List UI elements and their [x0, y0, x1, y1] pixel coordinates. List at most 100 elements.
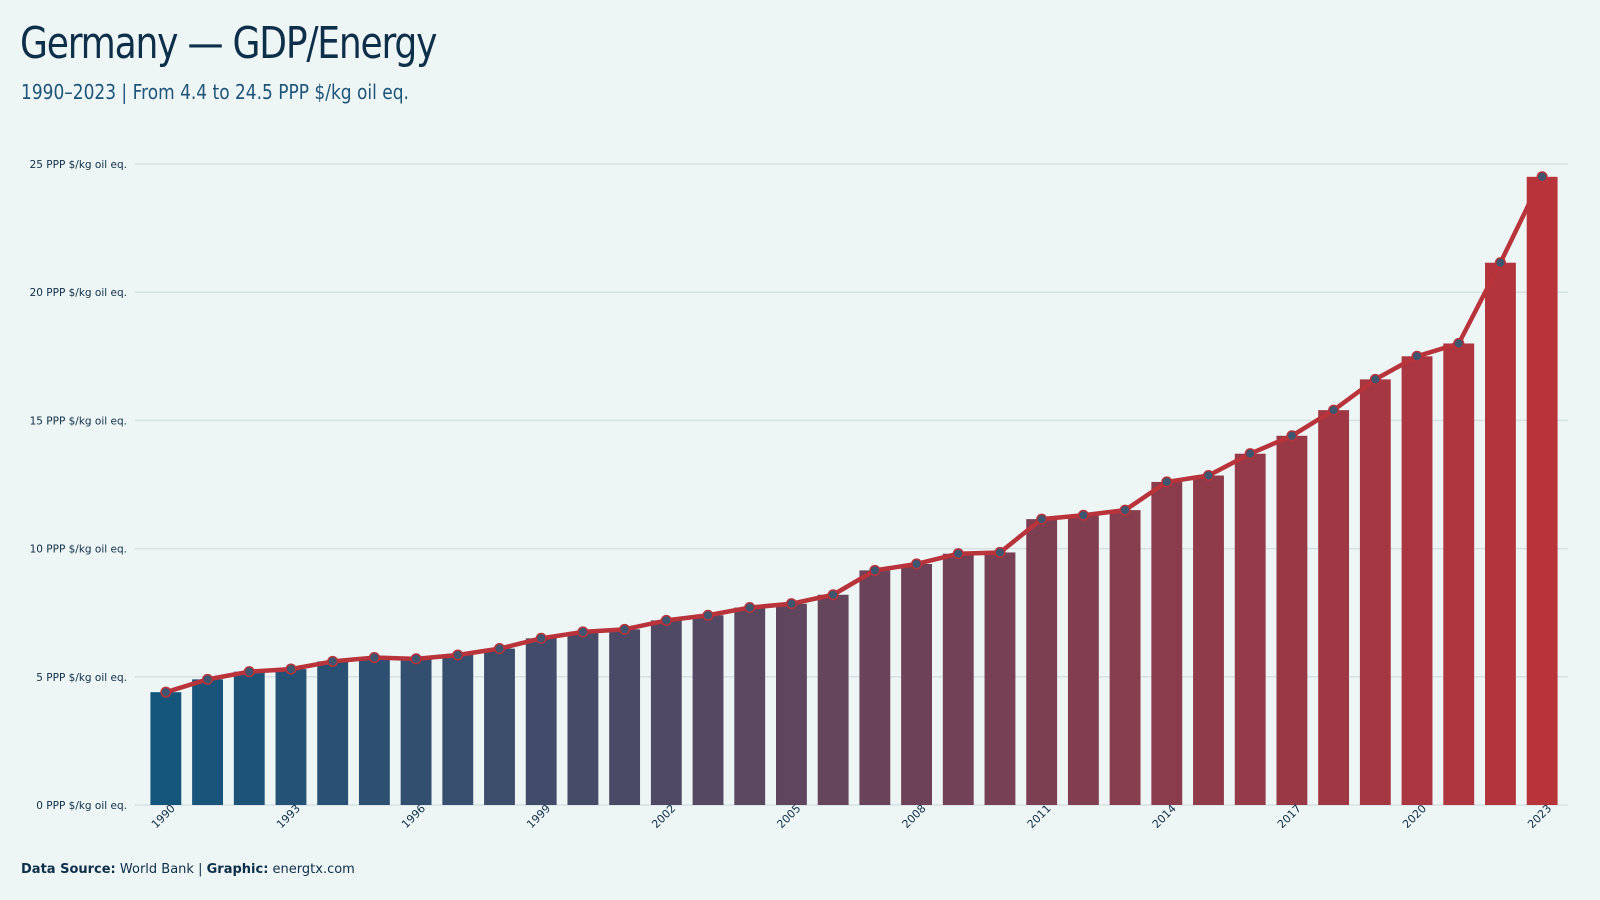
x-tick-label: 1990	[149, 802, 178, 831]
bar-2002	[650, 620, 682, 805]
chart-title: Germany — GDP/Energy	[20, 18, 437, 69]
marker-2004	[744, 602, 756, 614]
marker-2021	[1453, 337, 1465, 350]
bar-2001	[609, 629, 641, 805]
marker-1992	[243, 666, 255, 678]
marker-2005	[785, 598, 797, 610]
marker-2016	[1244, 448, 1256, 460]
bars	[150, 176, 1558, 805]
x-tick-label: 2017	[1275, 802, 1304, 831]
marker-2006	[827, 589, 839, 601]
marker-1999	[535, 632, 547, 644]
marker-2014	[1161, 476, 1173, 488]
marker-1991	[202, 673, 214, 685]
bar-2015	[1193, 475, 1224, 805]
y-tick-label: 5 PPP $/kg oil eq.	[36, 672, 127, 684]
bar-2014	[1151, 481, 1183, 805]
bar-1991	[192, 679, 223, 805]
graphic-value: energtx.com	[272, 862, 355, 877]
footer-separator: |	[198, 862, 203, 877]
marker-2007	[869, 564, 881, 576]
x-tick-label: 2002	[649, 802, 678, 831]
trend-line	[163, 174, 1545, 695]
marker-2013	[1119, 504, 1131, 516]
bar-1996	[400, 658, 432, 805]
bar-2010	[984, 552, 1016, 805]
marker-2009	[952, 548, 964, 560]
marker-2020	[1411, 350, 1423, 362]
marker-2003	[702, 609, 714, 621]
source-value: World Bank	[119, 862, 194, 877]
x-tick-label: 2011	[1025, 802, 1054, 831]
bar-2000	[567, 631, 599, 805]
x-tick-label: 1993	[274, 802, 303, 831]
bar-1990	[150, 692, 182, 805]
bar-1993	[275, 669, 307, 805]
bar-2016	[1234, 453, 1266, 805]
x-tick-label: 2008	[900, 802, 929, 831]
marker-1990	[160, 686, 172, 698]
bar-2020	[1401, 356, 1433, 805]
y-tick-label: 20 PPP $/kg oil eq.	[30, 287, 127, 299]
bar-2017	[1276, 435, 1308, 805]
gridlines	[135, 163, 1568, 806]
bar-2005	[776, 603, 807, 805]
bar-2012	[1067, 515, 1099, 805]
y-tick-label: 0 PPP $/kg oil eq.	[36, 800, 127, 812]
marker-2000	[577, 626, 589, 638]
chart-footer: Data Source: World Bank | Graphic: energ…	[21, 862, 355, 877]
marker-2018	[1328, 404, 1340, 416]
y-tick-label: 15 PPP $/kg oil eq.	[30, 415, 127, 427]
bar-1994	[317, 661, 349, 805]
bar-2013	[1109, 510, 1141, 805]
bar-2018	[1318, 410, 1350, 805]
marker-1998	[493, 643, 506, 655]
bar-2006	[817, 594, 849, 805]
bar-2004	[734, 607, 766, 805]
bar-1992	[233, 671, 265, 805]
marker-2001	[619, 623, 631, 635]
bar-2008	[901, 563, 932, 805]
y-axis-ticks: 0 PPP $/kg oil eq. 5 PPP $/kg oil eq. 10 P…	[30, 159, 127, 812]
x-tick-label: 2005	[774, 802, 803, 831]
marker-1993	[285, 663, 297, 675]
x-tick-label: 1996	[399, 802, 428, 831]
markers	[160, 171, 1548, 698]
marker-1997	[452, 649, 464, 661]
source-label: Data Source:	[21, 862, 116, 877]
x-tick-label: 2023	[1525, 802, 1554, 831]
bar-1999	[525, 638, 557, 805]
bar-2022	[1485, 262, 1516, 805]
x-axis-ticks: 1990 1993 1996 1999 2002 2005 2008 2011 2014 2017…	[149, 802, 1554, 831]
bar-2009	[942, 553, 974, 805]
marker-2015	[1202, 469, 1215, 482]
y-tick-label: 10 PPP $/kg oil eq.	[30, 544, 127, 556]
marker-2011	[1036, 513, 1048, 525]
marker-2022	[1494, 257, 1506, 269]
bar-2007	[859, 570, 891, 805]
x-tick-label: 1999	[524, 802, 553, 831]
trend-line-layer	[163, 174, 1545, 695]
x-tick-label: 2020	[1400, 802, 1429, 831]
marker-1996	[410, 653, 422, 665]
graphic-label: Graphic:	[206, 862, 269, 877]
marker-1995	[368, 652, 380, 664]
bar-1998	[484, 648, 515, 805]
bar-2023	[1526, 176, 1558, 805]
marker-2012	[1077, 509, 1089, 521]
marker-2010	[994, 546, 1006, 558]
bar-1997	[442, 655, 474, 805]
marker-2008	[911, 558, 923, 570]
marker-2017	[1286, 430, 1298, 442]
marker-1994	[327, 655, 339, 667]
bar-2003	[692, 615, 724, 805]
bar-2011	[1026, 519, 1058, 805]
marker-2019	[1369, 373, 1381, 385]
bar-1995	[358, 657, 390, 805]
bar-2019	[1359, 379, 1391, 805]
x-tick-label: 2014	[1150, 802, 1179, 831]
marker-2023	[1536, 171, 1548, 183]
y-tick-label: 25 PPP $/kg oil eq.	[30, 159, 127, 171]
